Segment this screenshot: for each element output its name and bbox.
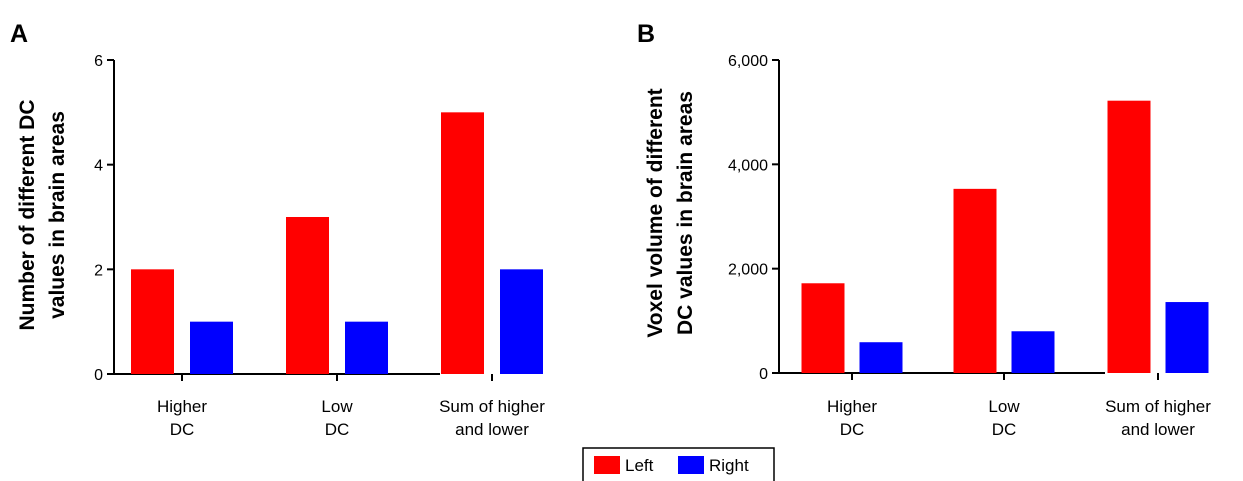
bar-left xyxy=(801,283,845,373)
legend-label-left: Left xyxy=(625,456,654,475)
panel-label: B xyxy=(637,20,655,48)
y-tick-label: 0 xyxy=(94,367,103,384)
bar-right xyxy=(1165,302,1209,373)
y-axis-title: DC values in brain areas xyxy=(674,91,697,335)
x-tick-label: and lower xyxy=(1121,420,1195,439)
y-tick-label: 4,000 xyxy=(728,157,768,174)
bar-left xyxy=(953,188,997,373)
y-axis-title: Number of different DC xyxy=(16,100,39,331)
x-tick-label: and lower xyxy=(455,420,529,439)
y-tick-label: 2,000 xyxy=(728,262,768,279)
legend-swatch-right xyxy=(678,456,704,474)
x-tick-label: DC xyxy=(325,420,350,439)
bar-right xyxy=(190,321,233,374)
y-tick-label: 2 xyxy=(94,262,103,279)
bar-left xyxy=(131,269,174,374)
x-tick-label: DC xyxy=(840,420,865,439)
legend-label-right: Right xyxy=(709,456,749,475)
y-tick-label: 0 xyxy=(759,366,768,383)
x-tick-label: Sum of higher xyxy=(1105,397,1211,416)
x-tick-label: Low xyxy=(988,397,1020,416)
y-tick-label: 6,000 xyxy=(728,53,768,70)
x-tick-label: Low xyxy=(321,397,353,416)
y-tick-label: 6 xyxy=(94,53,103,70)
bar-right xyxy=(1011,331,1055,373)
y-axis-title: Voxel volume of different xyxy=(644,88,667,337)
legend-swatch-left xyxy=(594,456,620,474)
bar-left xyxy=(1107,100,1151,373)
chart-panel-b: B Voxel volume of different DC values in b… xyxy=(637,20,1211,439)
bar-right xyxy=(859,342,903,373)
x-tick-label: Higher xyxy=(157,397,207,416)
bar-left xyxy=(441,112,484,374)
bar-left xyxy=(286,217,329,374)
x-tick-label: DC xyxy=(992,420,1017,439)
bar-right xyxy=(500,269,543,374)
x-tick-label: Higher xyxy=(827,397,877,416)
x-tick-label: DC xyxy=(170,420,195,439)
x-tick-label: Sum of higher xyxy=(439,397,545,416)
bar-right xyxy=(345,321,388,374)
legend: Left Right xyxy=(582,447,775,481)
y-axis-title: values in brain areas xyxy=(46,111,69,319)
y-tick-label: 4 xyxy=(94,158,103,175)
chart-panel-a: A Number of different DC values in brain a… xyxy=(10,20,545,439)
panel-label: A xyxy=(10,20,28,48)
